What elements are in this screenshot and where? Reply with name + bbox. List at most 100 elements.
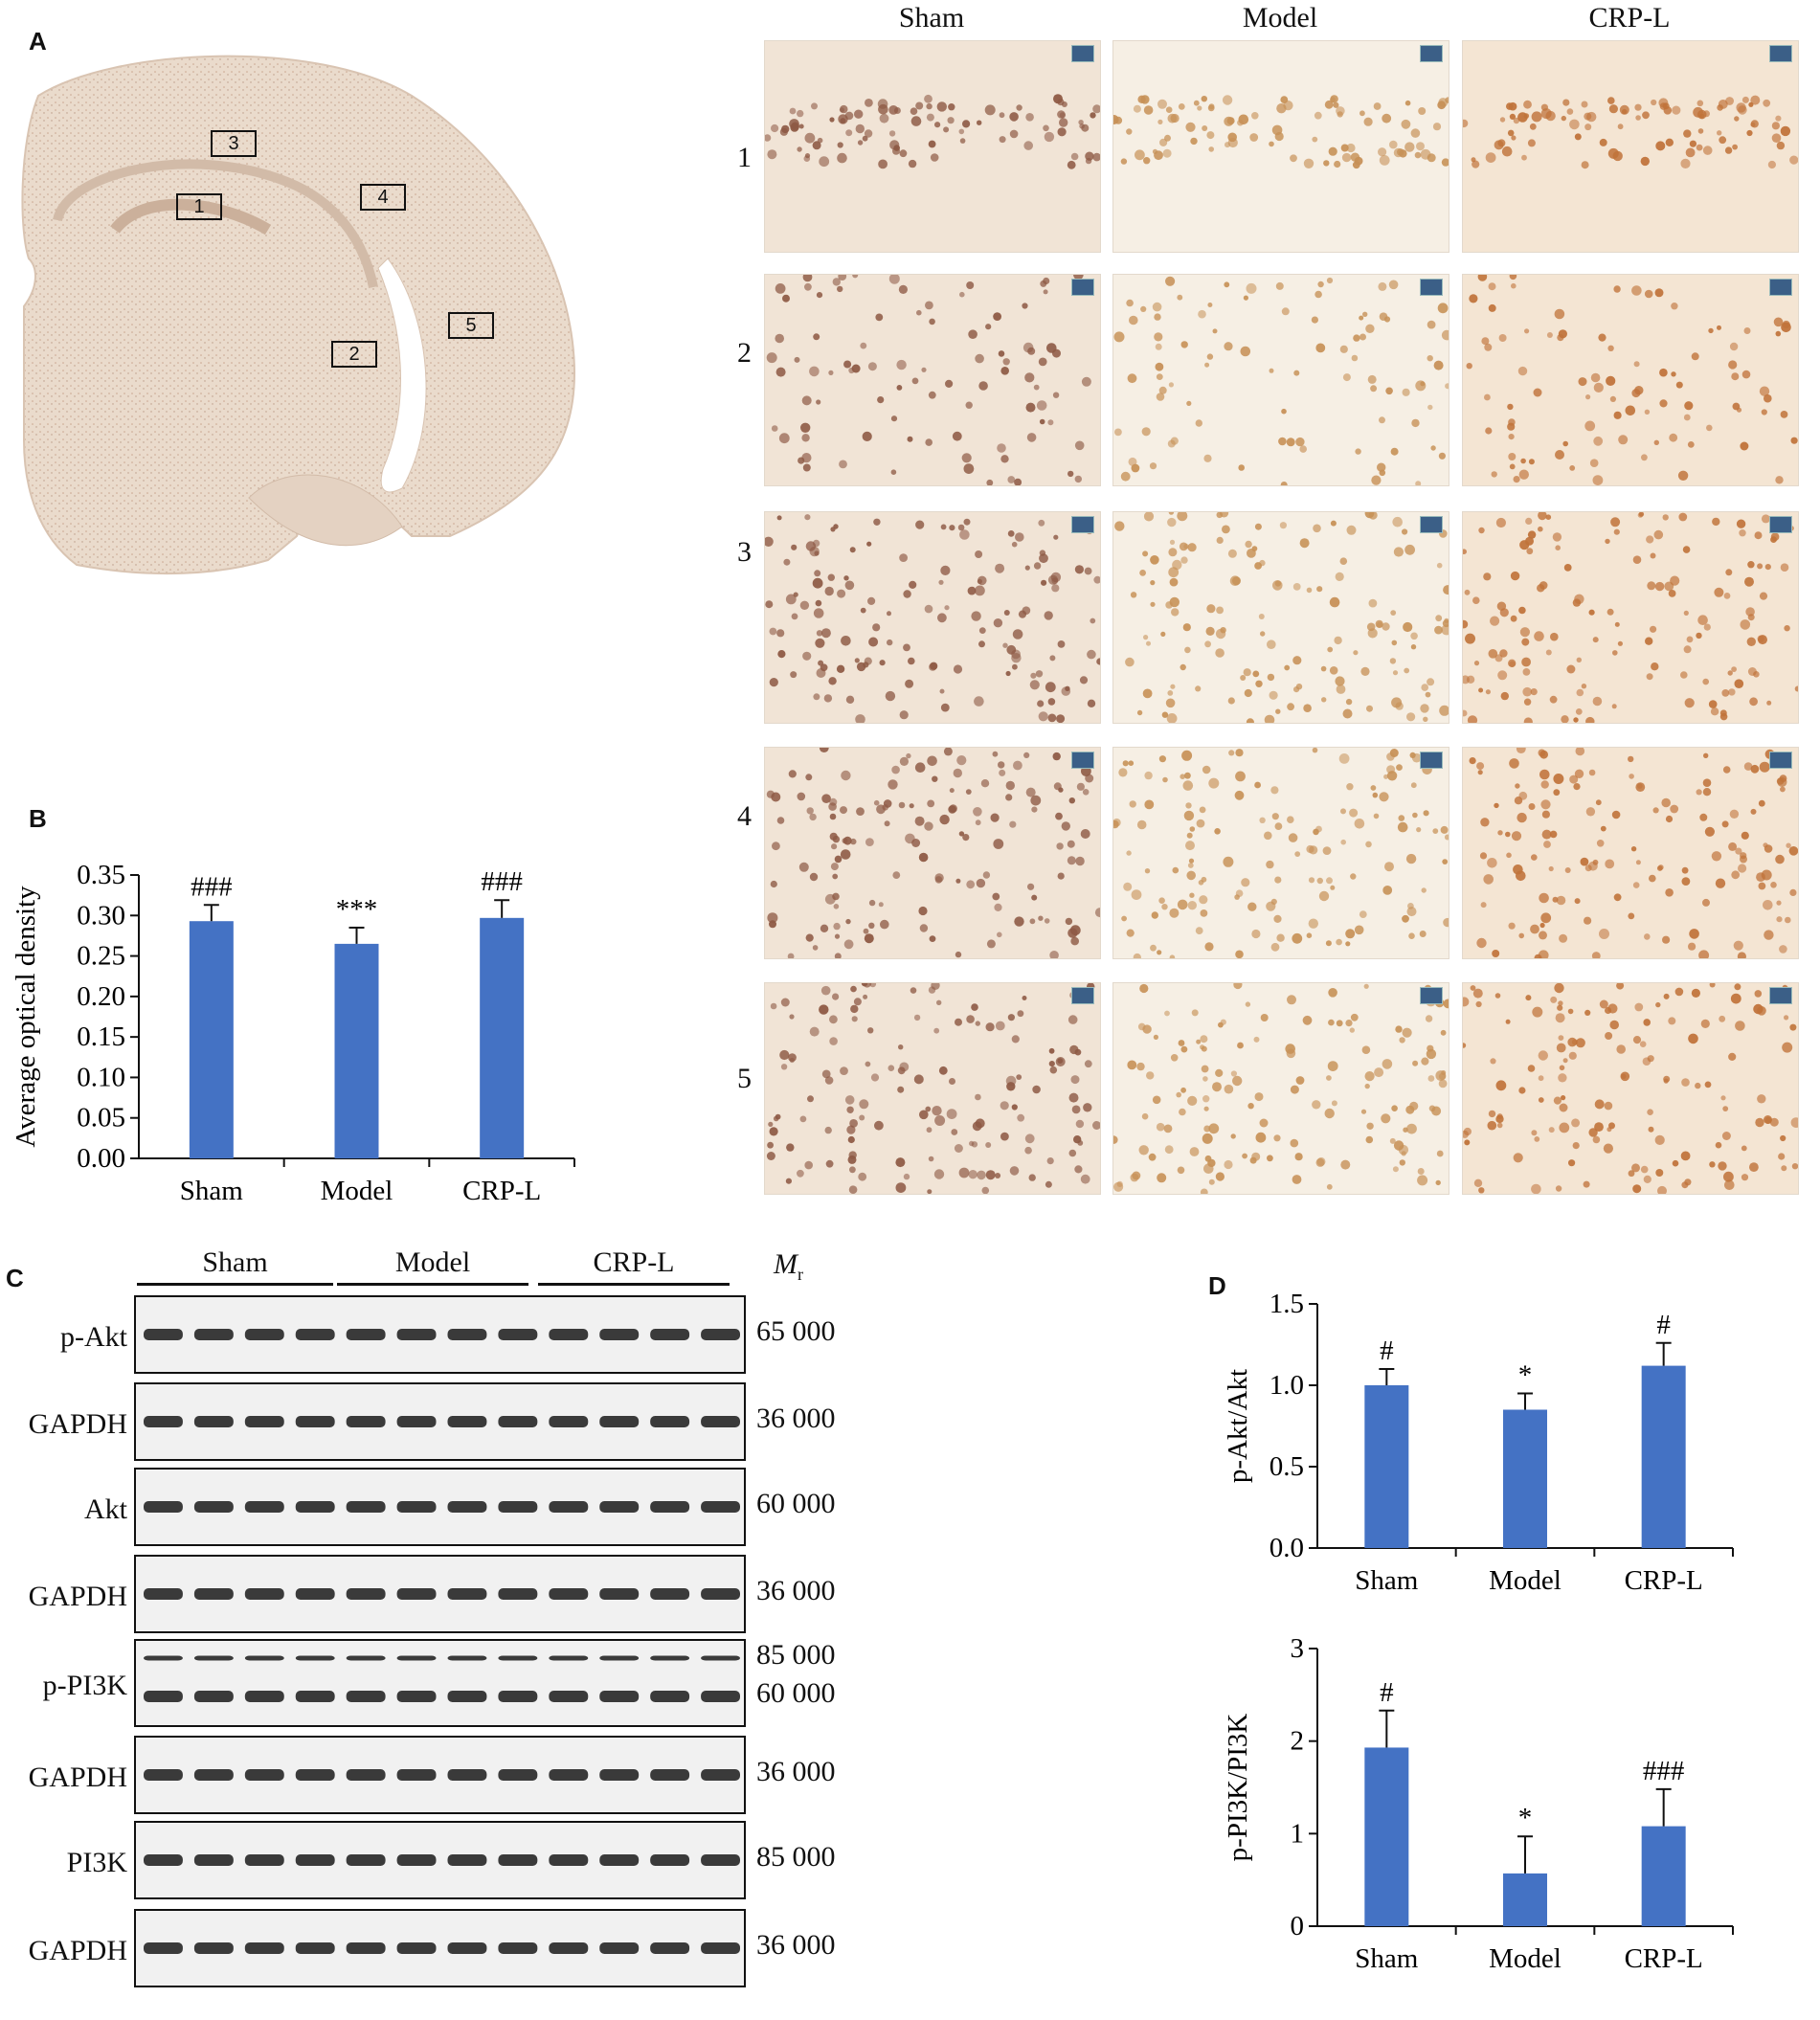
y-tick-label: 3 [1291,1633,1305,1664]
group-bracket-model [337,1283,528,1286]
micro-header-sham: Sham [898,2,965,34]
scale-badge [1769,45,1792,62]
region-box-3: 3 [211,130,257,157]
blot-gapdh-3 [134,1555,746,1633]
panel-label-c: C [6,1264,24,1292]
significance-label: * [1518,1360,1533,1391]
blot-label-gapdh: GAPDH [28,1408,127,1440]
micrograph-crp-l-region-3 [1462,511,1799,724]
y-tick-label: 0 [1291,1911,1305,1941]
x-tick-label: Model [321,1176,393,1206]
molecular-weight-label: 85 000 [756,1639,836,1671]
group-bracket-sham [137,1283,333,1286]
bar-sham [189,921,234,1158]
micrograph-crp-l-region-2 [1462,274,1799,486]
scale-badge [1420,516,1443,533]
blot-p-akt-0 [134,1295,746,1374]
blot-gapdh-7 [134,1909,746,1987]
group-label-sham: Sham [202,1246,268,1278]
group-label-crp-l: CRP-L [593,1246,675,1278]
bar-sham [1364,1747,1409,1926]
x-tick-label: CRP-L [462,1176,541,1206]
brain-section-image [21,55,576,575]
blot-label-akt: Akt [84,1493,127,1525]
y-tick-label: 2 [1291,1726,1305,1757]
region-box-1: 1 [176,193,222,220]
y-tick-label: 0.35 [77,860,125,890]
region-box-4: 4 [360,184,406,211]
bar-crp-l [480,917,525,1158]
significance-label: ### [191,871,233,902]
significance-label: ### [1643,1756,1685,1786]
blot-gapdh-1 [134,1382,746,1461]
y-axis-label: p-Akt/Akt [1223,1369,1253,1483]
molecular-weight-label: 60 000 [756,1677,836,1709]
x-tick-label: Sham [180,1176,244,1206]
molecular-weight-label: 36 000 [756,1403,836,1434]
significance-label: # [1380,1677,1394,1708]
micrograph-crp-l-region-1 [1462,40,1799,253]
chart-p-pi3k-pi3k: 0 1 2 3 # Sham * Model ### CRP-L p-PI3K/PI3K [1223,1633,1734,1974]
micro-row-label-1: 1 [737,142,752,173]
scale-badge [1420,987,1443,1004]
mr-label-sub: r [798,1265,803,1284]
micrograph-crp-l-region-4 [1462,747,1799,959]
x-tick-label: Model [1489,1565,1562,1596]
micro-row-label-5: 5 [737,1063,752,1094]
blot-label-gapdh: GAPDH [28,1581,127,1612]
y-tick-label: 0.5 [1270,1451,1304,1482]
y-tick-label: 1.0 [1270,1370,1304,1401]
micrograph-model-region-1 [1112,40,1449,253]
molecular-weight-label: 85 000 [756,1841,836,1873]
y-tick-label: 0.0 [1270,1533,1304,1563]
y-tick-label: 0.30 [77,900,125,931]
molecular-weight-label: 36 000 [756,1575,836,1606]
scale-badge [1769,279,1792,296]
panel-label-b: B [29,804,47,833]
molecular-weight-label: 36 000 [756,1929,836,1961]
y-tick-label: 0.15 [77,1021,125,1052]
group-bracket-crp-l [538,1283,730,1286]
micro-row-label-2: 2 [737,337,752,369]
molecular-weight-label: 36 000 [756,1756,836,1787]
scale-badge [1420,45,1443,62]
scale-badge [1769,987,1792,1004]
micrograph-model-region-3 [1112,511,1449,724]
x-tick-label: Sham [1355,1943,1419,1974]
blot-pi3k-6 [134,1821,746,1899]
chart-p-akt-akt: 0.0 0.5 1.0 1.5 # Sham * Model # CRP-L p-Akt/Akt [1223,1289,1734,1596]
scale-badge [1769,752,1792,769]
micro-header-crp-l: CRP-L [1588,2,1671,34]
significance-label: ### [481,866,523,897]
bar-sham [1364,1385,1409,1548]
scale-badge [1071,45,1094,62]
micrograph-sham-region-1 [764,40,1101,253]
significance-label: # [1656,1310,1671,1340]
micrograph-sham-region-4 [764,747,1101,959]
y-tick-label: 0.20 [77,981,125,1012]
micrograph-sham-region-2 [764,274,1101,486]
molecular-weight-label: 65 000 [756,1315,836,1347]
mr-label: Mr [774,1248,803,1285]
micrograph-crp-l-region-5 [1462,982,1799,1195]
panel-label-d: D [1208,1271,1226,1300]
scale-badge [1420,279,1443,296]
y-axis-label: p-PI3K/PI3K [1223,1714,1253,1862]
micro-header-model: Model [1242,2,1318,34]
y-axis-label: Average optical density [11,886,41,1148]
region-box-2: 2 [331,341,377,368]
micrograph-model-region-5 [1112,982,1449,1195]
significance-label: * [1518,1803,1533,1833]
blot-label-p-pi3k: p-PI3K [42,1670,127,1701]
blot-p-pi3k-4 [134,1639,746,1727]
scale-badge [1071,987,1094,1004]
x-tick-label: CRP-L [1625,1565,1703,1596]
significance-label: # [1380,1335,1394,1366]
region-box-5: 5 [448,312,494,339]
x-tick-label: Sham [1355,1565,1419,1596]
bar-crp-l [1641,1365,1686,1548]
blot-label-p-akt: p-Akt [60,1321,127,1353]
y-tick-label: 0.05 [77,1103,125,1133]
scale-badge [1420,752,1443,769]
chart-average-optical-density: 0.00 0.05 0.10 0.15 0.20 0.25 0.30 0.35 ### Sham *… [11,860,575,1206]
